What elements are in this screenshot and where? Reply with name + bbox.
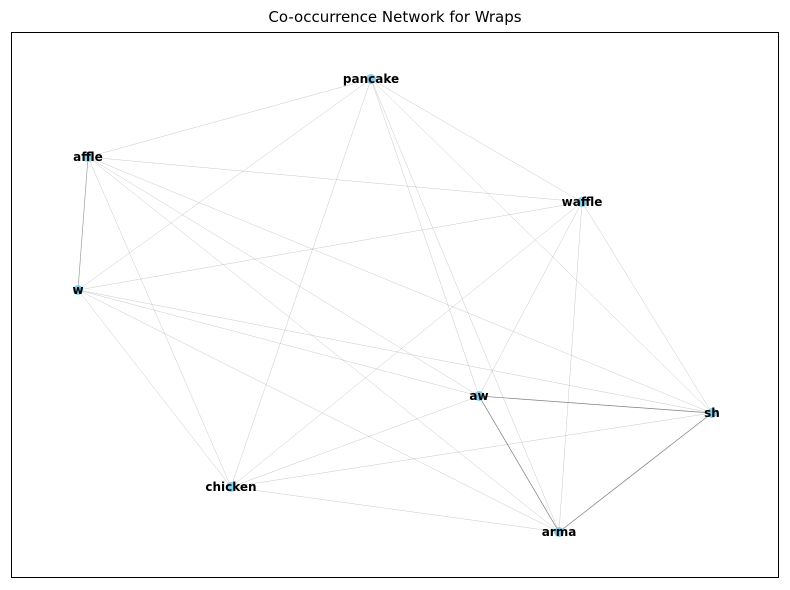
edge-w-waffle bbox=[77, 201, 583, 291]
edge-waffle-chicken bbox=[230, 201, 583, 488]
node-layer bbox=[73, 74, 717, 537]
edge-waffle-sh bbox=[581, 201, 713, 414]
edge-sh-arma bbox=[558, 412, 713, 533]
node-label-sh: sh bbox=[704, 406, 720, 420]
edge-affle-chicken bbox=[87, 156, 232, 488]
edge-affle-waffle bbox=[87, 156, 583, 203]
edge-affle-arma bbox=[87, 156, 560, 533]
edge-chicken-arma bbox=[230, 486, 560, 533]
edge-pancake-w bbox=[77, 78, 372, 291]
node-label-chicken: chicken bbox=[205, 480, 256, 494]
edge-layer bbox=[77, 78, 713, 533]
edge-aw-arma bbox=[478, 395, 560, 533]
edge-pancake-sh bbox=[370, 78, 713, 414]
edge-waffle-arma bbox=[558, 201, 583, 533]
edge-pancake-chicken bbox=[230, 78, 372, 488]
node-pancake bbox=[366, 74, 376, 84]
node-waffle bbox=[577, 197, 587, 207]
edge-w-sh bbox=[77, 289, 713, 414]
node-sh bbox=[707, 408, 717, 418]
edge-affle-aw bbox=[87, 156, 480, 397]
edge-affle-sh bbox=[87, 156, 713, 414]
node-chicken bbox=[226, 482, 236, 492]
node-arma bbox=[554, 527, 564, 537]
node-label-waffle: waffle bbox=[562, 195, 603, 209]
edge-aw-sh bbox=[478, 395, 713, 414]
edge-sh-chicken bbox=[230, 412, 713, 488]
node-label-aw: aw bbox=[469, 389, 488, 403]
node-label-affle: affle bbox=[73, 150, 103, 164]
edge-affle-w bbox=[77, 156, 89, 291]
node-w bbox=[73, 285, 83, 295]
label-layer: pancake affle waffle w aw sh chicken arma bbox=[72, 72, 719, 539]
edge-waffle-aw bbox=[478, 201, 583, 397]
node-aw bbox=[474, 391, 484, 401]
edge-pancake-arma bbox=[370, 78, 560, 533]
edge-w-chicken bbox=[77, 289, 232, 488]
node-label-arma: arma bbox=[542, 525, 577, 539]
node-label-pancake: pancake bbox=[343, 72, 399, 86]
edge-aw-chicken bbox=[230, 395, 480, 488]
chart-title: Co-occurrence Network for Wraps bbox=[268, 8, 522, 26]
edge-pancake-waffle bbox=[370, 78, 583, 203]
edge-w-aw bbox=[77, 289, 480, 397]
edge-w-arma bbox=[77, 289, 560, 533]
edge-pancake-affle bbox=[87, 78, 372, 158]
plot-frame bbox=[11, 32, 779, 578]
edge-pancake-aw bbox=[370, 78, 480, 397]
node-label-w: w bbox=[72, 283, 83, 297]
node-affle bbox=[83, 152, 93, 162]
